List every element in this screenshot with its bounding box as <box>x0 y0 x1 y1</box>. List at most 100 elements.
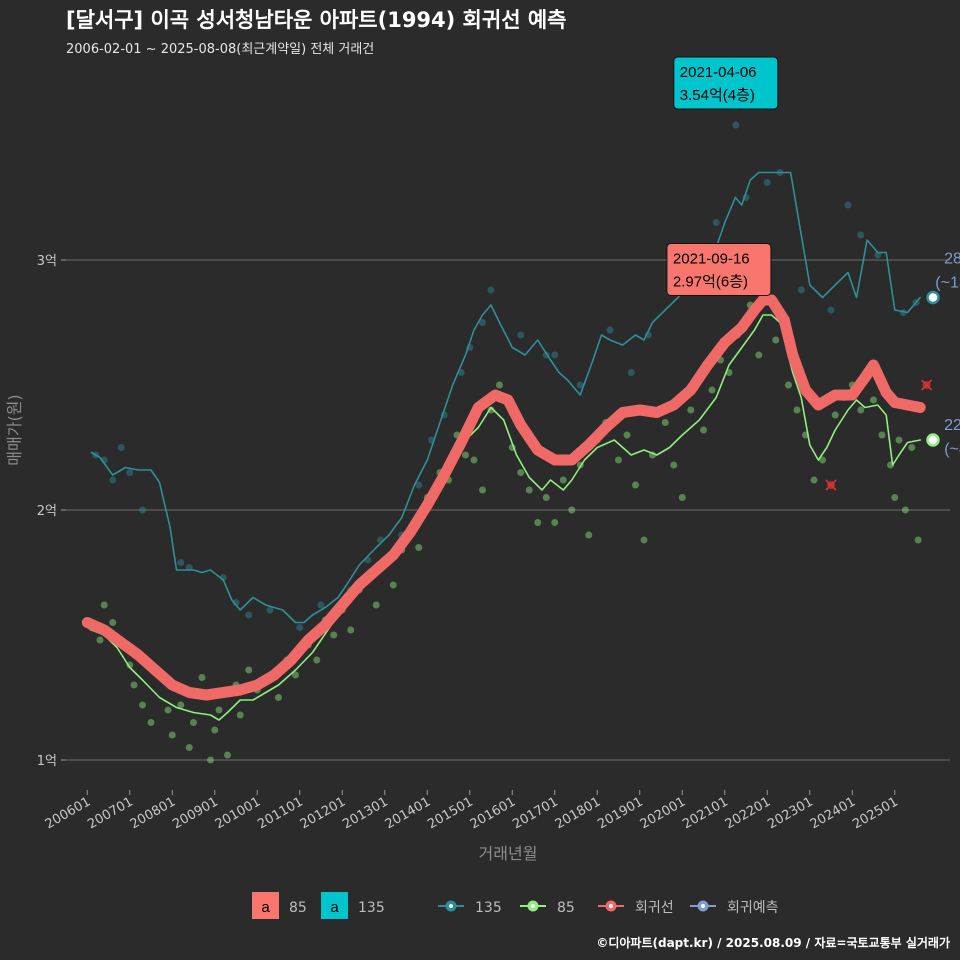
scatter-point-85 <box>470 456 478 464</box>
scatter-point-85 <box>542 494 550 501</box>
outlier-marker <box>825 479 837 491</box>
scatter-point-85 <box>623 431 631 439</box>
scatter-point-85 <box>236 711 244 719</box>
scatter-point-85 <box>551 519 559 526</box>
source-caption: ©디아파트(dapt.kr) / 2025.08.09 / 자료=국토교통부 실… <box>596 935 950 950</box>
scatter-point-85 <box>245 666 253 674</box>
forecast-area-85: (~85㎡) <box>944 440 960 458</box>
scatter-point-85 <box>670 461 678 469</box>
scatter-point-85 <box>908 444 916 451</box>
scatter-point-85 <box>275 694 282 701</box>
scatter-point-135 <box>712 219 720 226</box>
scatter-point-135 <box>551 351 559 359</box>
scatter-point-85 <box>415 544 423 551</box>
scatter-point-85 <box>109 619 117 626</box>
scatter-point-85 <box>347 626 355 634</box>
scatter-point-135 <box>126 469 134 476</box>
scatter-point-135 <box>317 601 325 609</box>
legend-fill-key-85 <box>252 892 279 919</box>
scatter-point-85 <box>559 476 567 484</box>
scatter-point-85 <box>517 469 525 476</box>
scatter-point-135 <box>117 444 125 451</box>
scatter-point-85 <box>687 406 695 414</box>
y-tick-label: 1억 <box>37 754 57 769</box>
scatter-point-135 <box>245 611 253 619</box>
outlier-marker <box>921 379 933 391</box>
scatter-point-85 <box>819 456 826 464</box>
scatter-point-85 <box>168 731 176 739</box>
scatter-point-85 <box>661 419 669 426</box>
forecast-area-135: (~135㎡) <box>935 274 960 292</box>
legend-line-label-회귀선: 회귀선 <box>635 900 674 916</box>
legend-fill-label-85: 85 <box>289 900 307 916</box>
y-tick-label: 3억 <box>37 254 57 269</box>
legend-line-label-135: 135 <box>475 900 502 916</box>
annotation-value-max-regression: 2.97억(6층) <box>673 274 748 291</box>
legend-line-label-85: 85 <box>557 900 575 916</box>
scatter-point-85 <box>496 381 503 389</box>
forecast-point-85 <box>926 433 940 447</box>
legend-line-dot-center <box>701 904 705 908</box>
scatter-point-85 <box>534 519 542 526</box>
scatter-point-85 <box>224 751 231 759</box>
y-axis-title: 매매가(원) <box>5 394 24 465</box>
scatter-point-135 <box>296 624 304 631</box>
annotation-value-max-135: 3.54억(4층) <box>680 87 755 104</box>
scatter-point-85 <box>198 674 206 681</box>
scatter-point-85 <box>292 671 299 679</box>
scatter-point-85 <box>810 476 818 484</box>
annotation-date-max-regression: 2021-09-16 <box>673 251 750 268</box>
scatter-point-85 <box>632 481 639 489</box>
scatter-point-135 <box>857 231 865 239</box>
scatter-point-85 <box>525 486 533 494</box>
scatter-point-135 <box>266 606 274 614</box>
legend-line-dot-center <box>449 904 453 908</box>
scatter-point-85 <box>130 681 138 689</box>
scatter-point-135 <box>797 286 805 294</box>
chart-title: [달서구] 이곡 성서청남타운 아파트(1994) 회귀선 예측 <box>66 8 566 32</box>
scatter-point-85 <box>139 701 146 709</box>
annotations: 2021-04-06 3.54억(4층) 2021-09-16 2.97억(6층) <box>666 56 779 296</box>
scatter-point-85 <box>914 536 922 544</box>
legend: a 85 a 135 135 85 회귀선 회귀예측 <box>252 892 779 919</box>
scatter-point-135 <box>627 369 635 376</box>
annotation-box-max-135 <box>673 56 779 110</box>
legend-fill-label-135: 135 <box>358 900 385 916</box>
scatter-point-135 <box>479 319 486 326</box>
scatter-point-85 <box>785 381 792 389</box>
scatter-point-85 <box>330 631 338 639</box>
annotation-box-max-regression <box>666 243 772 296</box>
scatter-point-85 <box>164 706 172 714</box>
scatter-point-85 <box>772 336 780 344</box>
scatter-point-85 <box>479 486 486 494</box>
series-line-85 <box>90 314 921 721</box>
scatter-point-135 <box>487 286 495 294</box>
scatter-point-85 <box>147 719 155 726</box>
y-axis-ticks: 1억 2억 3억 <box>37 254 66 769</box>
scatter-point-135 <box>576 381 584 389</box>
scatter-point-85 <box>389 581 397 589</box>
scatter-point-135 <box>139 506 146 514</box>
scatter-point-85 <box>215 706 223 714</box>
scatter-point-85 <box>891 494 899 501</box>
scatter-point-85 <box>313 656 321 664</box>
x-axis-title: 거래년월 <box>479 844 538 863</box>
legend-line-label-회귀예측: 회귀예측 <box>727 900 779 916</box>
scatter-point-135 <box>109 476 117 484</box>
chart-subtitle: 2006-02-01 ~ 2025-08-08(최근계약일) 전체 거래건 <box>66 42 374 57</box>
scatter-point-135 <box>732 121 740 129</box>
forecast-point-135 <box>926 290 940 305</box>
scatter-point-85 <box>878 431 886 439</box>
scatter-point-135 <box>844 201 852 209</box>
scatter-point-85 <box>207 756 214 764</box>
scatter-point-85 <box>895 436 903 444</box>
scatter-point-85 <box>585 531 593 539</box>
scatter-point-85 <box>901 506 909 514</box>
annotation-date-max-135: 2021-04-06 <box>680 64 757 81</box>
scatter-point-85 <box>100 601 108 609</box>
scatter-point-85 <box>831 411 839 419</box>
y-tick-label: 2억 <box>37 504 57 519</box>
